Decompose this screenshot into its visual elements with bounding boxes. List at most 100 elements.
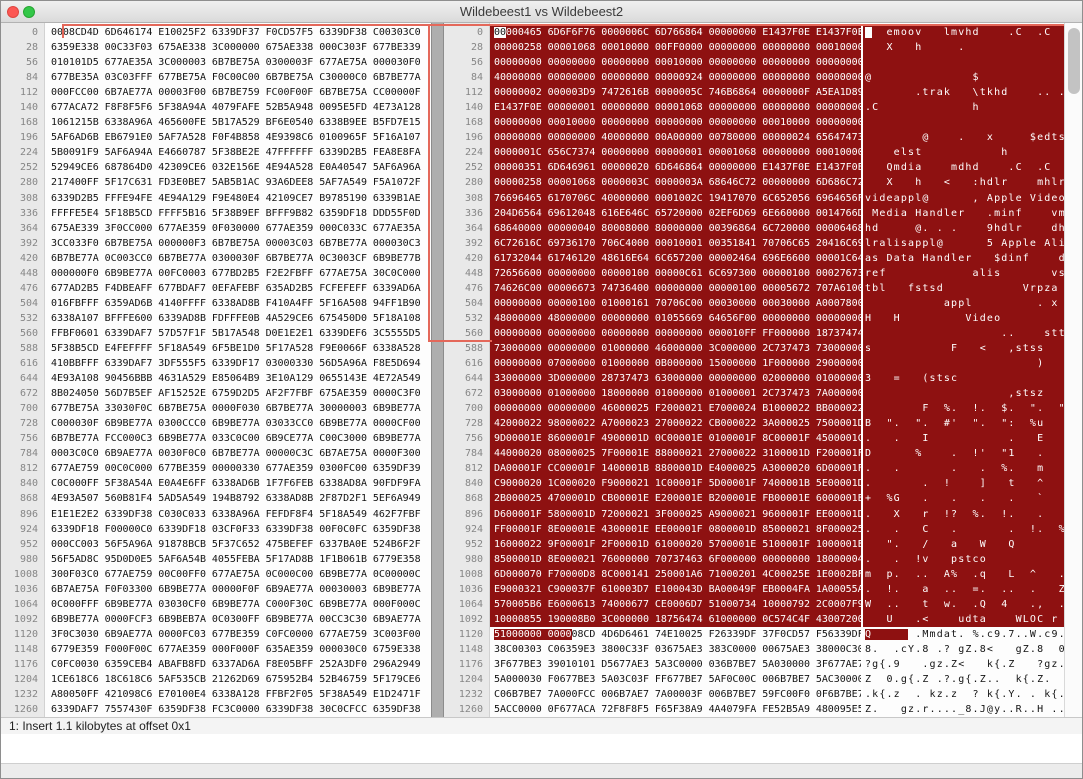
hex-row[interactable]: 44000020 08000025 7F00001E 88000021 2700… [490, 446, 861, 462]
hex-row[interactable]: 76696465 6170706C 40000000 0001002C 1941… [490, 190, 861, 206]
hex-row[interactable]: 74626C00 00006673 74736400 00000000 0000… [490, 280, 861, 296]
hex-row[interactable]: 000CC003 56F5A96A 91878BCB 5F37C652 475B… [51, 538, 421, 550]
hex-row[interactable]: 0C000FFF 6B9BE77A 03030CF0 6B9BE77A C000… [51, 598, 421, 610]
hex-row[interactable]: C0FC0030 6359CEB4 ABAFB8FD 6337AD6A F8E0… [51, 658, 421, 670]
hex-row[interactable]: 6C72616C 69736170 706C4000 00010001 0035… [490, 235, 861, 251]
ascii-row[interactable]: Q .Mmdat. %.c9.7..W.c9. [865, 628, 1064, 640]
vertical-scrollbar-thumb[interactable] [1068, 28, 1080, 94]
ascii-row[interactable]: ref alis vs [863, 265, 1064, 281]
hex-row[interactable]: 6D000070 F70000D8 8C000141 250001A6 7100… [490, 566, 861, 582]
ascii-row[interactable]: ,stsz [863, 386, 1064, 402]
hex-row[interactable]: 5A000030 F0677BE3 5A03C03F FF677BE7 5AF0… [494, 674, 861, 686]
hex-row[interactable]: D600001F 5800001D 72000021 3F000025 A900… [490, 506, 861, 522]
hex-row[interactable]: 72656600 00000000 00000100 00000C61 6C69… [490, 265, 861, 281]
ascii-row[interactable]: . . . . %. m [863, 461, 1064, 477]
hex-row[interactable]: 410BBFFF 6339DAF7 3DF555F5 6339DF17 0300… [51, 358, 421, 370]
hex-row[interactable]: 217400FF 5F17C631 FD3E0BE7 5AB5B1AC 93A6… [51, 177, 421, 189]
hex-row[interactable]: 52949CE6 687864D0 42309CE6 032E156E 4E94… [51, 162, 421, 174]
hex-row[interactable]: E9000321 C900037F 610003D7 E100043D BA00… [490, 581, 861, 597]
hex-row[interactable]: 6B7BE77A FCC000C3 6B9BE77A 033C0C00 6B9C… [51, 433, 421, 445]
ascii-row[interactable]: .C h [863, 100, 1064, 116]
hex-row[interactable]: 000000F0 6B9BE77A 00FC0003 677BD2B5 F2E2… [51, 267, 421, 279]
zoom-button[interactable] [23, 6, 35, 18]
hex-row[interactable]: 00000000 00000000 00000000 00010000 0000… [490, 55, 861, 71]
hex-row[interactable]: 33000000 3D000000 28737473 63000000 0000… [490, 371, 861, 387]
hex-row[interactable]: FFBF0601 6339DAF7 57D57F1F 5B17A548 D0E1… [51, 327, 421, 339]
hex-row[interactable]: 677AE759 00C0C000 677BE359 00000330 677A… [51, 463, 421, 475]
hex-row[interactable]: 5ACC0000 0F677ACA 72F8F8F5 F65F38A9 4A40… [494, 704, 861, 716]
hex-row[interactable]: 300F03C0 677AE759 00C00FF0 677AE75A 0C00… [51, 568, 421, 580]
hex-row[interactable]: 00000000 00000000 46000025 F2000021 E700… [490, 401, 861, 417]
hex-row[interactable]: 6B7BE77A 0C003CC0 6B7BE77A 0300030F 6B7B… [51, 252, 421, 264]
hex-row[interactable]: FFFFE5E4 5F18B5CD FFFF5B16 5F38B9EF BFFF… [51, 207, 421, 219]
ascii-row[interactable]: + %G . . . . ` [863, 491, 1064, 507]
hex-row[interactable]: 677BE35A 03C03FFF 677BE75A F0C00C00 6B7B… [51, 72, 421, 84]
hex-row[interactable]: 2B000025 4700001D CB00001E E200001E B200… [490, 491, 861, 507]
hex-row[interactable]: 6B7AE75A F0F03300 6B9BE77A 00000F0F 6B9A… [51, 583, 421, 595]
hex-row[interactable]: 677AD2B5 F4DBEAFF 677BDAF7 0EFAFEBF 635A… [51, 282, 421, 294]
hex-row[interactable]: 4E93A108 90456BBB 4631A529 E85064B9 3E10… [51, 373, 421, 385]
ascii-row[interactable]: F %. !. $. ". " [863, 401, 1064, 417]
ascii-row[interactable] [863, 55, 1064, 71]
vertical-scrollbar[interactable] [1064, 23, 1082, 717]
ascii-row[interactable]: U .< udta WLOC r [863, 611, 1064, 627]
hex-row[interactable]: 0008CD4D 6D646174 E10025F2 6339DF37 F0CD… [51, 27, 421, 38]
hex-row[interactable]: C06B7BE7 7A000FCC 006B7AE7 7A00003F 006B… [494, 689, 861, 701]
hex-row[interactable]: 570005B6 E6000613 74000677 CE0006D7 5100… [490, 596, 861, 612]
hex-row[interactable]: 10000855 190008B0 3C000000 18756474 6100… [490, 611, 861, 627]
ascii-row[interactable]: . !. a .. =. .. . Z [863, 581, 1064, 597]
hex-row[interactable]: 8500001D 8E000021 76000000 70737463 6F00… [490, 551, 861, 567]
ascii-row[interactable]: appl . x [863, 295, 1064, 311]
ascii-row[interactable]: Z. gz.r...._8.J@y..R..H .. [865, 704, 1064, 716]
hex-row[interactable]: 56F5AD8C 95D0D0E5 5AF6A54B 4055FEBA 5F17… [51, 553, 421, 565]
hex-row[interactable]: 6B9BE77A 0000FCF3 6B9BEB7A 0C0300FF 6B9B… [51, 613, 421, 625]
ascii-row[interactable]: s F < ,stss [863, 340, 1064, 357]
hex-row[interactable]: 6339D2B5 FFFE94FE 4E94A129 F9E480E4 4210… [51, 192, 421, 204]
hex-row[interactable]: 3F0C3030 6B9AE77A 0000FC03 677BE359 C0FC… [51, 628, 421, 640]
hex-row[interactable]: 5F38B5CD E4FEFFFF 5F18A549 6F5BE1D0 5F17… [51, 342, 421, 354]
right-hex-pane[interactable]: 00000465 6D6F6F76 0000006C 6D766864 0000… [490, 23, 861, 717]
hex-row[interactable]: DA00001F CC00001F 1400001B 8800001D E400… [490, 461, 861, 477]
hex-row[interactable]: 6338A107 BFFFE600 6339AD8B FDFFFE0B 4A52… [51, 312, 421, 324]
ascii-row[interactable]: m p. .. A% .q L ^ . [863, 566, 1064, 582]
ascii-row[interactable]: emoov lmvhd .C .C [863, 25, 1064, 41]
ascii-row[interactable]: .. stt [863, 325, 1064, 341]
hex-row[interactable]: 00000000 00010000 00000000 00000000 0000… [490, 115, 861, 131]
ascii-row[interactable]: W .. t w. .Q 4 ., . [863, 596, 1064, 612]
ascii-row[interactable]: . . !v pstco [863, 551, 1064, 567]
ascii-row[interactable]: @ . x $edts [863, 130, 1064, 146]
ascii-row[interactable]: .k{.z . kz.z ? k{.Y. . k{. [865, 689, 1064, 701]
hex-row[interactable]: 38C00303 C06359E3 3800C33F 03675AE3 383C… [494, 643, 861, 655]
ascii-row[interactable]: Qmdia mdhd .C .C [863, 160, 1064, 176]
ascii-row[interactable]: X h < :hdlr mhlr [863, 175, 1064, 191]
ascii-row[interactable]: . X r !? %. !. . [863, 506, 1064, 522]
close-button[interactable] [7, 6, 19, 18]
hex-row[interactable]: 9D00001E 8600001F 4900001D 0C00001E 0100… [490, 431, 861, 447]
hex-row[interactable]: 68640000 00000040 80008000 80000000 0039… [490, 220, 861, 236]
hex-row[interactable]: 00000351 6D646961 00000020 6D646864 0000… [490, 160, 861, 176]
ascii-row[interactable]: elst h [863, 145, 1064, 161]
ascii-pane[interactable]: emoov lmvhd .C .C X h . @ $ .trak \tkhd … [863, 23, 1064, 717]
hex-row[interactable]: 00000465 6D6F6F76 0000006C 6D766864 0000… [490, 25, 861, 41]
hex-row[interactable]: 675AE339 3F0CC000 677AE359 0F030000 677A… [51, 222, 421, 234]
hex-row[interactable]: 0000001C 656C7374 00000000 00000001 0000… [490, 145, 861, 161]
ascii-row[interactable]: tbl fstsd Vrpza [863, 280, 1064, 296]
hex-row[interactable]: 6339DAF7 7557430F 6359DF38 FC3C0000 6339… [51, 704, 421, 716]
hex-row[interactable]: C9000020 1C000020 F9000021 1C00001F 5D00… [490, 476, 861, 492]
hex-row[interactable]: 6359E338 00C33F03 675AE338 3C000000 675A… [51, 42, 421, 54]
ascii-row[interactable]: .trak \tkhd .. . [863, 85, 1064, 101]
ascii-row[interactable]: as Data Handler $dinf d [863, 250, 1064, 266]
ascii-row[interactable]: D % . !' "1 . [863, 446, 1064, 462]
hex-row[interactable]: FF00001F 8E00001E 4300001E EE00001F 0800… [490, 521, 861, 537]
hex-row[interactable]: 73000000 00000000 01000000 46000000 3C00… [490, 340, 861, 357]
hex-row[interactable]: 00000000 00000100 01000161 70706C00 0003… [490, 295, 861, 311]
hex-row[interactable]: 677BE75A 33030F0C 6B7BE75A 0000F030 6B7B… [51, 403, 421, 415]
hex-row[interactable]: 204D6564 69612048 616E646C 65720000 02EF… [490, 205, 861, 221]
ascii-row[interactable] [863, 115, 1064, 131]
hex-row[interactable]: 42000022 98000022 A7000023 27000022 CB00… [490, 416, 861, 432]
hex-row[interactable]: C0C000FF 5F38A54A E0A4E6FF 6338AD6B 1F7F… [51, 478, 421, 490]
hex-row[interactable]: 5AF6AD6B EB6791E0 5AF7A528 F0F4B858 4E93… [51, 132, 421, 144]
hex-row[interactable]: 00000258 00001068 0000003C 0000003A 6864… [490, 175, 861, 191]
hex-row[interactable]: 00000002 000003D9 7472616B 0000005C 746B… [490, 85, 861, 101]
ascii-row[interactable]: 8. .cY.8 .? gZ.8< gZ.8 0 [865, 643, 1064, 655]
